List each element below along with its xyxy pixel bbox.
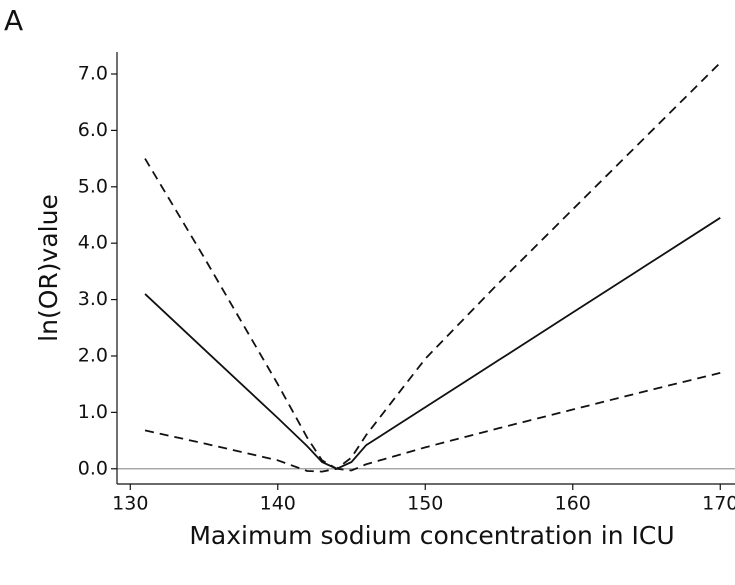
x-tick-label: 170 <box>702 493 735 515</box>
y-tick-label: 0.0 <box>78 457 108 479</box>
y-tick-label: 3.0 <box>78 288 108 310</box>
x-tick-label: 150 <box>407 493 443 515</box>
y-axis-label: ln(OR)value <box>34 194 63 342</box>
y-tick-label: 4.0 <box>78 232 108 254</box>
x-tick-label: 140 <box>260 493 296 515</box>
line-series <box>144 62 721 470</box>
y-tick-label: 5.0 <box>78 175 108 197</box>
y-tick-label: 1.0 <box>78 401 108 423</box>
panel-label: A <box>4 4 23 37</box>
x-axis-label: Maximum sodium concentration in ICU <box>189 521 674 550</box>
line-series <box>144 217 721 470</box>
line-series <box>144 372 721 473</box>
x-tick-label: 160 <box>555 493 591 515</box>
x-tick-label: 130 <box>112 493 148 515</box>
y-tick-label: 2.0 <box>78 344 108 366</box>
y-tick-label: 7.0 <box>78 62 108 84</box>
y-tick-label: 6.0 <box>78 119 108 141</box>
